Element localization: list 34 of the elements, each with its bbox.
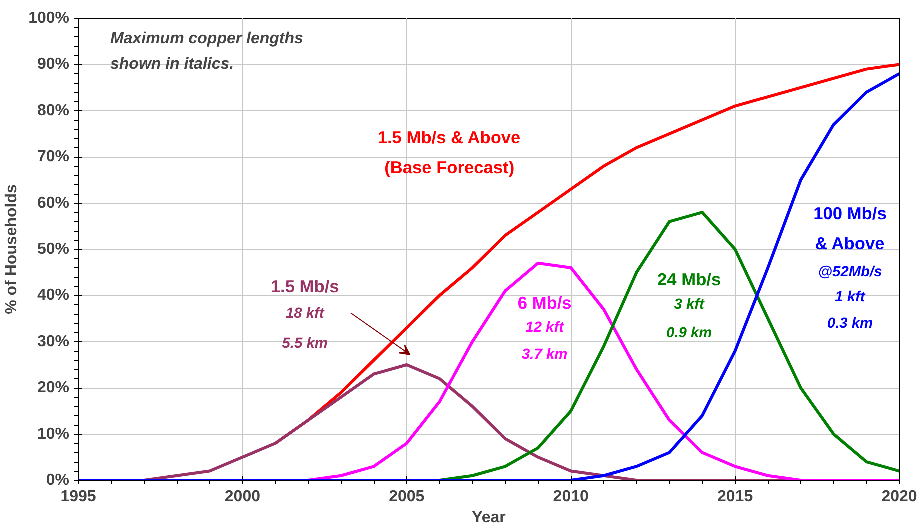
y-tick-label: 0% xyxy=(46,472,70,489)
annotation: 0.9 km xyxy=(666,326,712,342)
x-tick-label: 2005 xyxy=(389,488,425,506)
series-label: 24 Mb/s xyxy=(658,270,722,290)
x-tick-label: 2015 xyxy=(718,488,754,506)
y-tick-label: 70% xyxy=(37,148,70,166)
y-tick-label: 90% xyxy=(37,56,70,74)
x-tick-label: 2010 xyxy=(553,488,589,506)
x-tick-label: 2020 xyxy=(882,488,918,506)
y-axis-title: % of Households xyxy=(4,184,21,314)
y-tick-label: 40% xyxy=(37,287,70,304)
text: 1.5 Mb/s & Above (Base Forecast) xyxy=(378,127,522,178)
annotation: 3 kft xyxy=(674,296,706,313)
y-tick-label: 50% xyxy=(37,241,70,258)
series-label: 100 Mb/s & Above xyxy=(814,204,887,254)
y-tick-label: 60% xyxy=(37,194,70,212)
annotation: 0.3 km xyxy=(827,316,874,332)
annotation: 18 kft xyxy=(286,306,326,322)
text: 1.5 Mb/s xyxy=(270,276,340,296)
y-tick-label: 100% xyxy=(28,10,70,27)
annotation: 1 kft xyxy=(835,290,866,306)
y-tick-label: 80% xyxy=(37,102,70,120)
y-tick-label: 20% xyxy=(37,380,70,397)
annotation: 3.7 km xyxy=(522,346,568,363)
y-tick-label: 10% xyxy=(37,426,70,443)
x-tick-label: 1995 xyxy=(60,488,96,506)
annotation: 5.5 km xyxy=(282,336,328,352)
annotation: @52Mb/s xyxy=(818,264,882,281)
annotation: 12 kft xyxy=(526,320,566,336)
series-label: 6 Mb/s xyxy=(518,293,572,314)
x-axis-title: Year xyxy=(472,510,506,526)
annotation: Maximum copper lengths shown in italics. xyxy=(110,30,304,73)
x-tick-label: 2000 xyxy=(224,488,261,506)
y-tick-label: 30% xyxy=(37,333,70,350)
